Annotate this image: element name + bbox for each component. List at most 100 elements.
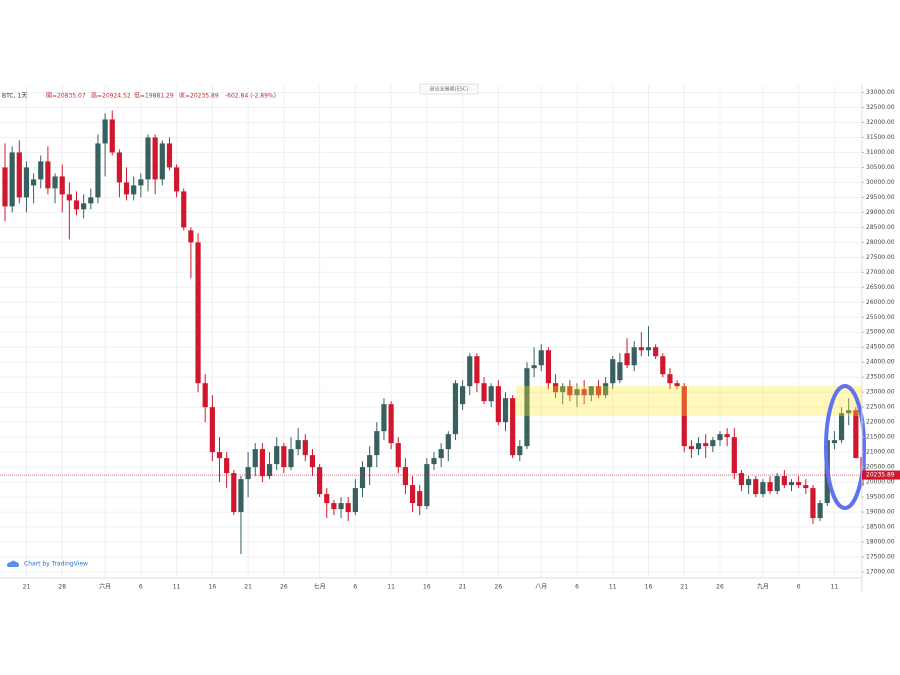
y-tick-label: 32500.00	[866, 104, 895, 111]
candle-body	[703, 443, 709, 447]
candle-body	[131, 185, 137, 195]
y-tick-label: 24000.00	[866, 359, 895, 366]
x-tick-label: 七月	[314, 583, 326, 591]
candle-body	[695, 443, 702, 450]
y-tick-label: 28000.00	[866, 239, 895, 246]
candle-body	[417, 491, 423, 507]
exit-button-label[interactable]: 退出全螢幕(ESC)	[430, 86, 469, 93]
y-tick-label: 30000.00	[866, 179, 895, 186]
candle-body	[560, 386, 566, 393]
candle-body	[460, 386, 466, 405]
x-tick-label: 28	[58, 584, 66, 591]
candle-body	[502, 398, 509, 423]
open: 開=20835.07	[46, 93, 86, 100]
candle-body	[831, 440, 837, 444]
x-tick-label: 16	[209, 584, 217, 591]
candle-body	[16, 152, 22, 198]
candle-body	[481, 383, 487, 402]
branding[interactable]: Chart by TradingView	[24, 561, 88, 568]
candle-body	[166, 143, 173, 168]
candle-body	[252, 449, 258, 468]
candles	[2, 110, 866, 555]
x-tick-label: 6	[139, 584, 143, 591]
candle-body	[617, 362, 623, 381]
x-tick-label: 6	[353, 584, 357, 591]
candle-body	[66, 194, 72, 201]
candle-body	[853, 410, 859, 459]
candle-body	[667, 374, 673, 384]
y-tick-label: 24500.00	[866, 344, 895, 351]
candle-body	[2, 167, 8, 207]
y-tick-label: 21500.00	[866, 434, 895, 441]
candle-body	[574, 389, 580, 396]
candle-body	[731, 437, 737, 474]
y-tick-label: 20000.00	[866, 479, 895, 486]
x-tick-label: 11	[831, 584, 839, 591]
candle-body	[610, 359, 616, 384]
y-tick-label: 29500.00	[866, 194, 895, 201]
candle-body	[31, 179, 37, 186]
x-tick-label: 16	[645, 584, 653, 591]
candle-body	[467, 356, 473, 387]
candle-body	[653, 347, 659, 357]
candle-body	[495, 386, 501, 423]
candle-body	[302, 440, 308, 456]
candle-body	[603, 383, 609, 396]
candle-body	[567, 386, 573, 396]
x-tick-label: 26	[280, 584, 288, 591]
candle-body	[38, 161, 44, 180]
y-tick-label: 31500.00	[866, 134, 895, 141]
candle-body	[452, 383, 459, 435]
candle-body	[531, 365, 537, 369]
x-tick-label: 11	[387, 584, 395, 591]
candle-body	[116, 152, 122, 183]
candle-body	[746, 479, 752, 486]
candle-body	[402, 467, 408, 486]
candle-body	[803, 485, 809, 489]
candle-body	[352, 488, 358, 513]
y-tick-label: 17000.00	[866, 569, 895, 576]
candle-body	[817, 503, 823, 519]
candle-body	[631, 347, 637, 366]
y-tick-label: 22500.00	[866, 404, 895, 411]
y-tick-label: 17500.00	[866, 554, 895, 561]
tradingview-logo[interactable]	[7, 560, 19, 568]
candle-body	[174, 167, 180, 192]
candle-body	[445, 434, 451, 450]
candle-body	[266, 464, 273, 477]
highlight-zone	[516, 386, 862, 416]
candle-body	[674, 383, 680, 387]
x-tick-label: 16	[423, 584, 431, 591]
candle-body	[159, 143, 165, 180]
y-tick-label: 30500.00	[866, 164, 895, 171]
y-tick-label: 27500.00	[866, 254, 895, 261]
candle-body	[309, 455, 316, 468]
x-tick-label: 六月	[99, 583, 111, 591]
candle-body	[109, 119, 115, 153]
candle-body	[424, 464, 430, 507]
candle-body	[552, 383, 559, 393]
y-tick-label: 21000.00	[866, 449, 895, 456]
candle-body	[181, 191, 187, 228]
candle-body	[796, 482, 802, 486]
x-tick-label: 26	[495, 584, 503, 591]
candle-body	[88, 197, 94, 204]
change: -602.84 (-2.89%)	[225, 93, 276, 100]
candle-body	[281, 446, 287, 468]
x-tick-label: 九月	[757, 583, 769, 591]
candle-body	[724, 434, 730, 438]
y-tick-label: 19500.00	[866, 494, 895, 501]
candle-body	[588, 386, 594, 396]
y-tick-label: 18500.00	[866, 524, 895, 531]
candle-body	[838, 413, 845, 441]
candle-body	[810, 488, 816, 519]
candle-body	[209, 407, 215, 453]
candle-body	[409, 485, 416, 504]
exit-button[interactable]	[419, 83, 479, 95]
candle-body	[581, 389, 587, 396]
candle-body	[238, 479, 244, 513]
x-tick-label: 21	[23, 584, 31, 591]
close: 收=20235.89	[179, 92, 219, 100]
candle-body	[660, 356, 666, 375]
